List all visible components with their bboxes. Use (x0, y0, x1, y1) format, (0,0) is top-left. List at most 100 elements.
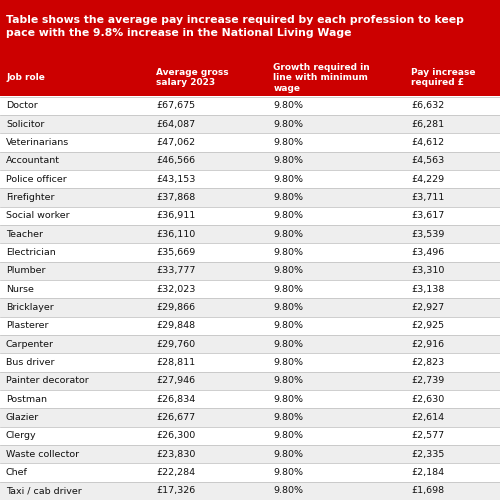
Text: 9.80%: 9.80% (274, 248, 304, 257)
Text: 9.80%: 9.80% (274, 156, 304, 165)
Text: 9.80%: 9.80% (274, 230, 304, 238)
Text: £33,777: £33,777 (156, 266, 196, 275)
Text: £1,698: £1,698 (411, 486, 444, 496)
Text: £46,566: £46,566 (156, 156, 195, 165)
Text: £3,617: £3,617 (411, 211, 444, 220)
Text: £26,677: £26,677 (156, 413, 195, 422)
Text: 9.80%: 9.80% (274, 340, 304, 348)
Text: £2,823: £2,823 (411, 358, 444, 367)
Bar (0, 335, 500, 353)
Text: £3,496: £3,496 (411, 248, 444, 257)
Text: Teacher: Teacher (6, 230, 43, 238)
Text: £17,326: £17,326 (156, 486, 195, 496)
Text: £27,946: £27,946 (156, 376, 195, 386)
Text: 9.80%: 9.80% (274, 450, 304, 458)
Text: Average gross
salary 2023: Average gross salary 2023 (156, 68, 228, 87)
Text: 9.80%: 9.80% (274, 193, 304, 202)
Bar (0, 464, 500, 481)
Bar (0, 445, 500, 464)
Text: £3,711: £3,711 (411, 193, 444, 202)
Text: 9.80%: 9.80% (274, 376, 304, 386)
Bar (0, 170, 500, 188)
Text: 9.80%: 9.80% (274, 432, 304, 440)
Bar (0, 354, 500, 372)
Text: £2,916: £2,916 (411, 340, 444, 348)
Bar (0, 426, 500, 445)
Bar (0, 298, 500, 316)
Text: Postman: Postman (6, 394, 47, 404)
Text: £2,739: £2,739 (411, 376, 444, 386)
Text: £29,760: £29,760 (156, 340, 195, 348)
Text: 9.80%: 9.80% (274, 284, 304, 294)
Text: Plasterer: Plasterer (6, 322, 48, 330)
Text: £3,138: £3,138 (411, 284, 444, 294)
Text: Bus driver: Bus driver (6, 358, 54, 367)
Text: £29,866: £29,866 (156, 303, 195, 312)
Text: 9.80%: 9.80% (274, 394, 304, 404)
Text: £2,630: £2,630 (411, 394, 444, 404)
Text: £47,062: £47,062 (156, 138, 195, 147)
Text: £22,284: £22,284 (156, 468, 195, 477)
Text: Carpenter: Carpenter (6, 340, 54, 348)
Text: £2,335: £2,335 (411, 450, 444, 458)
Text: 9.80%: 9.80% (274, 413, 304, 422)
Text: Plumber: Plumber (6, 266, 46, 275)
Text: £6,632: £6,632 (411, 101, 444, 110)
Text: Pay increase
required £: Pay increase required £ (411, 68, 476, 87)
Text: £36,110: £36,110 (156, 230, 195, 238)
Text: £4,563: £4,563 (411, 156, 444, 165)
Text: Job role: Job role (6, 73, 45, 82)
Text: 9.80%: 9.80% (274, 211, 304, 220)
Bar (0, 243, 500, 262)
Bar (0, 115, 500, 133)
Bar (0, 188, 500, 206)
Text: 9.80%: 9.80% (274, 120, 304, 128)
Text: £29,848: £29,848 (156, 322, 195, 330)
Bar (0, 408, 500, 426)
Bar (0, 372, 500, 390)
Text: Nurse: Nurse (6, 284, 34, 294)
Bar (0, 262, 500, 280)
Text: £23,830: £23,830 (156, 450, 196, 458)
Text: 9.80%: 9.80% (274, 468, 304, 477)
Text: 9.80%: 9.80% (274, 358, 304, 367)
Bar (0, 133, 500, 152)
Text: Bricklayer: Bricklayer (6, 303, 54, 312)
Bar (0, 390, 500, 408)
Text: Veterinarians: Veterinarians (6, 138, 69, 147)
Text: £26,300: £26,300 (156, 432, 195, 440)
Bar (0, 225, 500, 243)
Bar (0, 59, 500, 96)
Text: £37,868: £37,868 (156, 193, 195, 202)
Bar (0, 96, 500, 115)
Text: Doctor: Doctor (6, 101, 38, 110)
Text: £2,184: £2,184 (411, 468, 444, 477)
Text: 9.80%: 9.80% (274, 486, 304, 496)
Text: Painter decorator: Painter decorator (6, 376, 89, 386)
Text: £4,229: £4,229 (411, 174, 444, 184)
Text: £32,023: £32,023 (156, 284, 196, 294)
Text: £26,834: £26,834 (156, 394, 195, 404)
Text: Waste collector: Waste collector (6, 450, 79, 458)
Text: Accountant: Accountant (6, 156, 60, 165)
Text: £6,281: £6,281 (411, 120, 444, 128)
Text: Police officer: Police officer (6, 174, 67, 184)
Bar (0, 0, 500, 59)
Text: £2,577: £2,577 (411, 432, 444, 440)
Text: Table shows the average pay increase required by each profession to keep
pace wi: Table shows the average pay increase req… (6, 16, 464, 38)
Bar (0, 206, 500, 225)
Bar (0, 152, 500, 170)
Text: £2,614: £2,614 (411, 413, 444, 422)
Text: £67,675: £67,675 (156, 101, 195, 110)
Bar (0, 482, 500, 500)
Text: 9.80%: 9.80% (274, 174, 304, 184)
Text: Solicitor: Solicitor (6, 120, 44, 128)
Text: Electrician: Electrician (6, 248, 56, 257)
Text: £3,310: £3,310 (411, 266, 444, 275)
Text: 9.80%: 9.80% (274, 303, 304, 312)
Text: £2,927: £2,927 (411, 303, 444, 312)
Text: £36,911: £36,911 (156, 211, 195, 220)
Bar (0, 316, 500, 335)
Text: £35,669: £35,669 (156, 248, 195, 257)
Text: 9.80%: 9.80% (274, 138, 304, 147)
